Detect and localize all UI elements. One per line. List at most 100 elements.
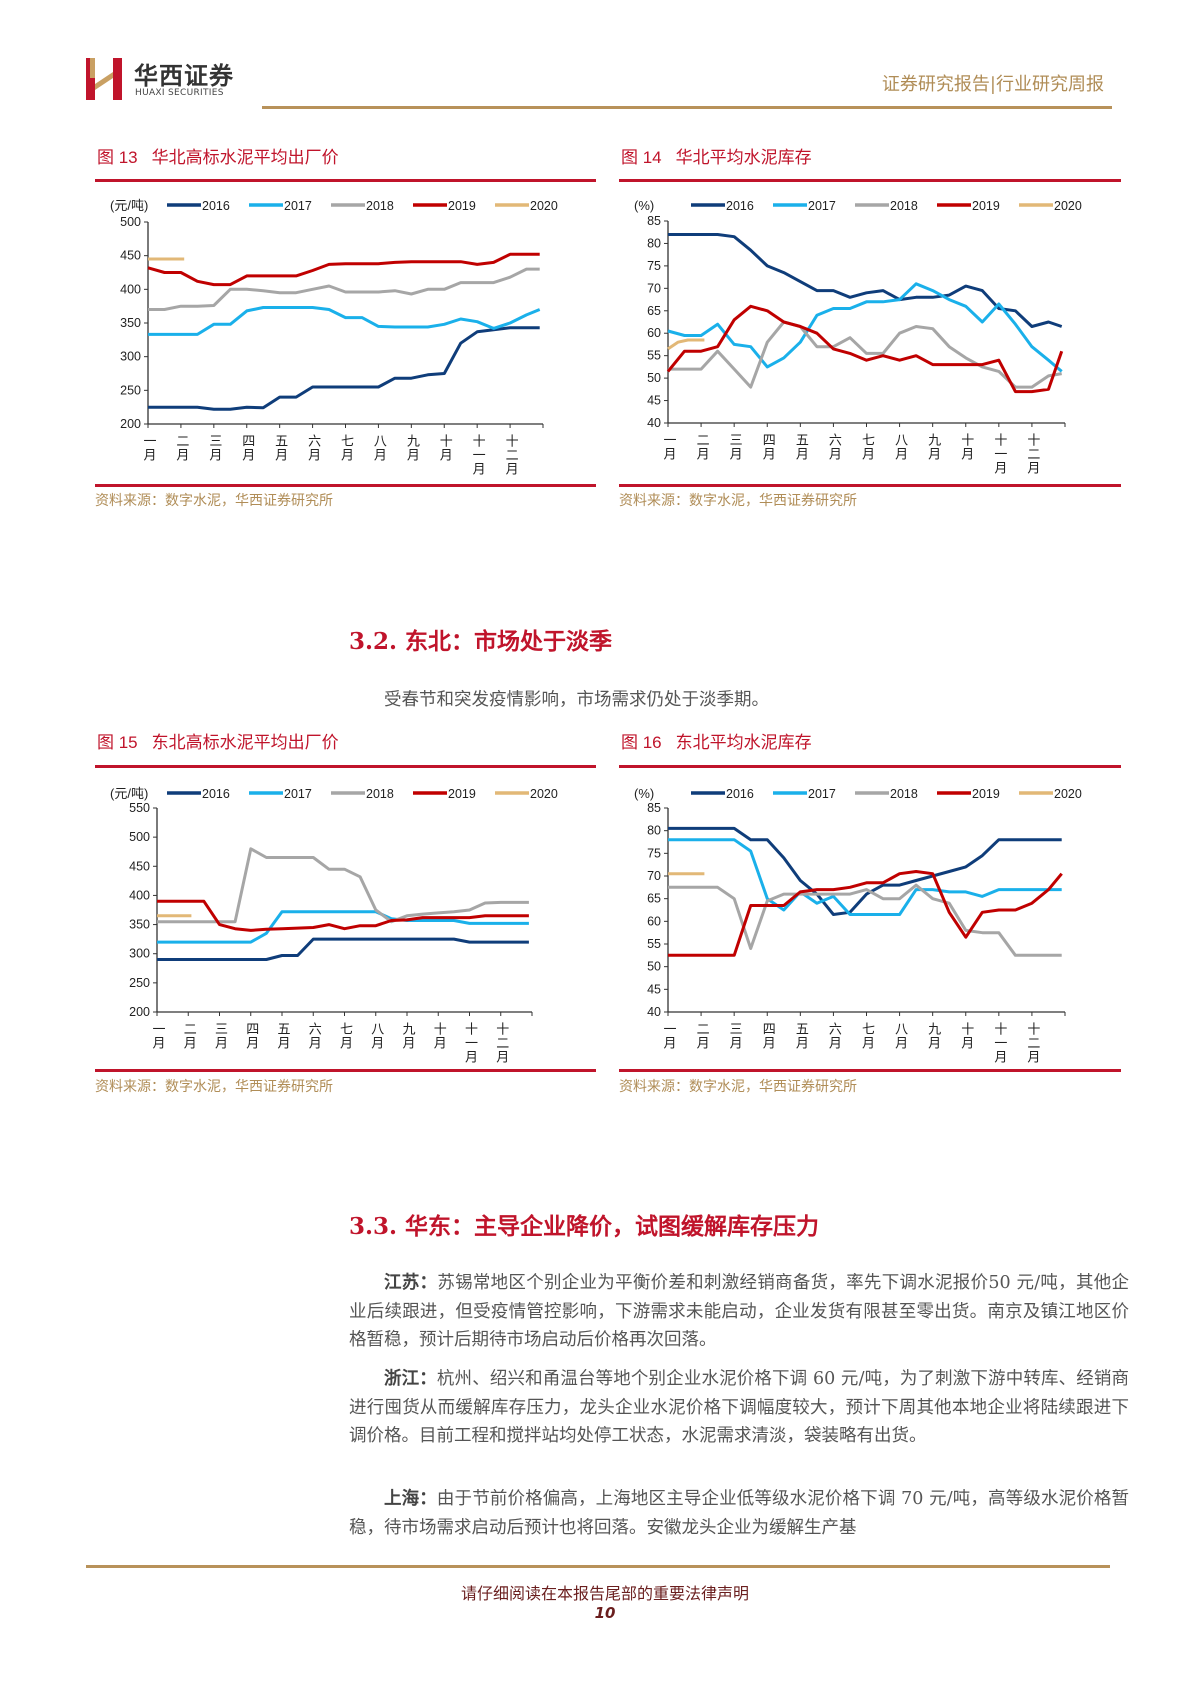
y-tick-label: 70 — [647, 281, 661, 295]
y-tick-label: 75 — [647, 846, 661, 860]
x-tick-label: 五月 — [794, 433, 809, 461]
x-tick-label: 四月 — [240, 434, 255, 462]
y-tick-label: 400 — [120, 282, 141, 296]
y-tick-label: 40 — [647, 416, 661, 430]
x-tick-label: 七月 — [339, 434, 354, 462]
legend-label-2016: 2016 — [726, 199, 754, 213]
header-divider — [262, 106, 1112, 109]
y-tick-label: 200 — [129, 1005, 150, 1019]
y-tick-label: 75 — [647, 259, 661, 273]
figure-15-top-rule — [95, 765, 596, 768]
figure-15-bottom-rule — [95, 1069, 596, 1072]
series-line-2019 — [147, 252, 540, 287]
x-tick-label: 十一月 — [463, 1022, 478, 1064]
x-tick-label: 二月 — [174, 434, 189, 462]
x-tick-label: 八月 — [372, 434, 387, 462]
y-tick-label: 300 — [129, 947, 150, 961]
series-line-2016 — [148, 326, 540, 411]
y-tick-label: 80 — [647, 236, 661, 250]
y-tick-label: 60 — [647, 326, 661, 340]
figure-13-bottom-rule — [95, 484, 596, 487]
y-tick-label: 80 — [647, 824, 661, 838]
figure-15-title: 图 15 东北高标水泥平均出厂价 — [97, 733, 339, 753]
legend-label-2019: 2019 — [972, 199, 1000, 213]
x-tick-label: 一月 — [142, 434, 157, 462]
x-tick-label: 三月 — [213, 1022, 228, 1050]
x-tick-label: 二月 — [695, 433, 710, 461]
legend-label-2017: 2017 — [808, 199, 836, 213]
series-line-2016 — [668, 233, 1063, 328]
x-tick-label: 九月 — [926, 433, 941, 461]
legend-label-2018: 2018 — [890, 787, 918, 801]
figure-16-source: 资料来源：数字水泥，华西证券研究所 — [619, 1079, 857, 1095]
y-tick-label: 550 — [129, 801, 150, 815]
x-tick-label: 十月 — [432, 1022, 447, 1050]
paragraph-shanghai: 上海：由于节前价格偏高，上海地区主导企业低等级水泥价格下调 70 元/吨，高等级… — [349, 1489, 1130, 1538]
x-tick-label: 三月 — [728, 1022, 743, 1050]
y-tick-label: 500 — [129, 830, 150, 844]
legend-label-2019: 2019 — [448, 787, 476, 801]
legend-label-2020: 2020 — [1054, 787, 1082, 801]
series-line-2017 — [668, 838, 1062, 916]
x-tick-label: 十月 — [959, 1022, 974, 1050]
y-tick-label: 250 — [129, 976, 150, 990]
series-line-2017 — [157, 910, 529, 944]
x-tick-label: 十一月 — [992, 1022, 1007, 1064]
legend-label-2020: 2020 — [530, 787, 558, 801]
chart-dongbei-inventory: 40 45 50 55 60 65 70 75 80 85 一月 二月 三月 四月 五月 六月 七月 八月 九月 十月… — [634, 786, 1082, 1064]
chart-huabei-inventory: 40 45 50 55 60 65 70 75 80 85 一月 二月 三月 四月 五月 六月 七月 八月 九月 十月… — [634, 198, 1082, 475]
legend-label-2016: 2016 — [202, 787, 230, 801]
x-tick-label: 六月 — [827, 1022, 842, 1050]
x-tick-label: 七月 — [860, 433, 875, 461]
legend-label-2017: 2017 — [284, 199, 312, 213]
y-tick-label: 500 — [120, 215, 141, 229]
figure-16-title: 图 16 东北平均水泥库存 — [621, 733, 812, 753]
x-tick-label: 十一月 — [992, 433, 1007, 475]
x-tick-label: 五月 — [276, 1022, 291, 1050]
series-line-2017 — [148, 306, 541, 336]
y-tick-label: 50 — [647, 960, 661, 974]
x-tick-label: 一月 — [662, 1022, 677, 1050]
y-tick-label: 45 — [647, 982, 661, 996]
y-axis-unit-label: (元/吨) — [110, 786, 148, 801]
legend-label-2018: 2018 — [890, 199, 918, 213]
x-tick-label: 六月 — [827, 433, 842, 461]
legend-label-2020: 2020 — [530, 199, 558, 213]
y-tick-label: 250 — [120, 383, 141, 397]
x-tick-label: 十月 — [438, 434, 453, 462]
huaxi-logo-icon — [86, 58, 122, 100]
figure-13-title: 图 13 华北高标水泥平均出厂价 — [97, 148, 339, 168]
series-line-2019 — [668, 870, 1063, 957]
y-axis-unit-label: (%) — [634, 198, 654, 213]
y-tick-label: 85 — [647, 214, 661, 228]
x-tick-label: 十一月 — [471, 434, 486, 476]
x-tick-label: 十二月 — [494, 1022, 509, 1064]
logo-chinese-name: 华西证券 — [134, 61, 234, 90]
legend-label-2019: 2019 — [972, 787, 1000, 801]
series-line-2016 — [668, 826, 1062, 916]
legend-label-2020: 2020 — [1054, 199, 1082, 213]
series-line-2016 — [157, 937, 529, 961]
x-tick-label: 九月 — [405, 434, 420, 462]
x-tick-label: 九月 — [926, 1022, 941, 1050]
figure-13-source: 资料来源：数字水泥，华西证券研究所 — [95, 493, 333, 509]
series-line-2018 — [157, 847, 529, 924]
legal-disclaimer-notice: 请仔细阅读在本报告尾部的重要法律声明 — [460, 1584, 749, 1603]
x-tick-label: 六月 — [307, 1022, 322, 1050]
figure-14-title: 图 14 华北平均水泥库存 — [621, 148, 812, 168]
series-line-2020 — [667, 338, 705, 351]
x-tick-label: 二月 — [182, 1022, 197, 1050]
figure-16-bottom-rule — [619, 1069, 1121, 1072]
y-tick-label: 85 — [647, 801, 661, 815]
x-tick-label: 十二月 — [504, 434, 519, 476]
y-tick-label: 400 — [129, 888, 150, 902]
x-tick-label: 四月 — [244, 1022, 259, 1050]
legend-label-2016: 2016 — [202, 199, 230, 213]
x-tick-label: 十月 — [959, 433, 974, 461]
x-tick-label: 七月 — [860, 1022, 875, 1050]
series-line-2018 — [668, 320, 1062, 389]
figure-14-bottom-rule — [619, 484, 1121, 487]
y-tick-label: 65 — [647, 304, 661, 318]
y-tick-label: 350 — [120, 316, 141, 330]
legend-label-2016: 2016 — [726, 787, 754, 801]
